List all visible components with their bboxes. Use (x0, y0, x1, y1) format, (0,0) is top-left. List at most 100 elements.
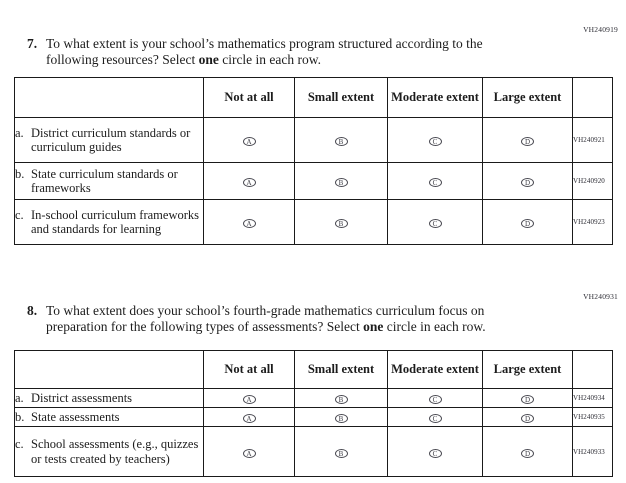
answer-cell: D (482, 199, 573, 245)
row-accession-code: VH240934 (572, 388, 613, 408)
answer-bubble-b[interactable]: B (334, 395, 348, 404)
empty-header-cell (572, 350, 613, 389)
row-label: School assessments (e.g., quizzes or tes… (31, 437, 199, 466)
answer-bubble-c[interactable]: C (428, 219, 442, 228)
answer-cell: B (294, 388, 388, 408)
question-8-response-table: Not at all Small extent Moderate extent … (14, 350, 613, 477)
row-letter: a. (15, 390, 24, 405)
answer-bubble-a[interactable]: A (242, 178, 256, 187)
empty-header-cell (14, 350, 204, 389)
table-row: a. District assessments A B C D VH240934 (14, 388, 613, 408)
answer-cell: D (482, 388, 573, 408)
row-label-cell: b. State curriculum standards or framewo… (14, 162, 204, 200)
answer-cell: A (203, 426, 295, 477)
answer-bubble-d[interactable]: D (521, 178, 534, 187)
answer-cell: C (387, 199, 483, 245)
answer-cell: A (203, 388, 295, 408)
answer-bubble-c[interactable]: C (428, 414, 442, 423)
answer-cell: B (294, 199, 388, 245)
answer-bubble-a[interactable]: A (242, 395, 256, 404)
answer-bubble-c[interactable]: C (428, 448, 442, 458)
answer-bubble-b[interactable]: B (334, 137, 348, 146)
answer-bubble-d[interactable]: D (521, 395, 534, 404)
column-header-large-extent: Large extent (482, 77, 573, 118)
column-header-moderate-extent: Moderate extent (387, 350, 483, 389)
row-accession-code: VH240920 (572, 162, 613, 200)
question-7-bold-word: one (198, 52, 219, 68)
answer-cell: B (294, 426, 388, 477)
answer-bubble-a[interactable]: A (242, 137, 256, 146)
answer-cell: C (387, 426, 483, 477)
answer-cell: A (203, 407, 295, 427)
question-7-text-part2: circle in each row. (218, 52, 322, 68)
row-accession-code: VH240923 (572, 199, 613, 245)
row-label-cell: c. School assessments (e.g., quizzes or … (14, 426, 204, 477)
answer-bubble-a[interactable]: A (242, 414, 256, 423)
answer-cell: B (294, 162, 388, 200)
answer-bubble-a[interactable]: A (242, 219, 256, 228)
question-8-text-part1: To what extent does your school’s fourth… (46, 303, 485, 335)
answer-bubble-b[interactable]: B (334, 414, 348, 423)
answer-cell: A (203, 199, 295, 245)
answer-bubble-b[interactable]: B (334, 448, 348, 458)
answer-cell: A (203, 162, 295, 200)
answer-bubble-d[interactable]: D (521, 137, 534, 146)
answer-cell: C (387, 407, 483, 427)
answer-cell: B (294, 407, 388, 427)
column-header-not-at-all: Not at all (203, 350, 295, 389)
answer-cell: C (387, 162, 483, 200)
row-label-cell: a. District curriculum standards or curr… (14, 117, 204, 163)
row-letter: b. (15, 409, 25, 424)
question-8-bold-word: one (363, 319, 384, 335)
answer-cell: D (482, 117, 573, 163)
question-7-accession-code: VH240919 (583, 25, 618, 34)
answer-bubble-d[interactable]: D (521, 448, 534, 458)
row-letter: c. (15, 207, 24, 222)
table-row: c. In-school curriculum frameworks and s… (14, 199, 613, 245)
row-label: State assessments (31, 409, 120, 424)
row-label-cell: c. In-school curriculum frameworks and s… (14, 199, 204, 245)
question-8-text: To what extent does your school’s fourth… (46, 303, 524, 336)
column-header-large-extent: Large extent (482, 350, 573, 389)
question-7-stem: 7. To what extent is your school’s mathe… (27, 36, 524, 69)
row-label: District assessments (31, 390, 133, 405)
answer-cell: A (203, 117, 295, 163)
row-letter: c. (15, 437, 24, 452)
answer-cell: B (294, 117, 388, 163)
answer-cell: C (387, 117, 483, 163)
answer-bubble-c[interactable]: C (428, 137, 442, 146)
answer-bubble-b[interactable]: B (334, 178, 348, 187)
empty-header-cell (572, 77, 613, 118)
answer-bubble-a[interactable]: A (242, 448, 256, 458)
row-label: State curriculum standards or frameworks (31, 166, 178, 195)
answer-bubble-c[interactable]: C (428, 178, 442, 187)
table-row: a. District curriculum standards or curr… (14, 117, 613, 163)
question-8-accession-code: VH240931 (583, 292, 618, 301)
answer-bubble-b[interactable]: B (334, 219, 348, 228)
empty-header-cell (14, 77, 204, 118)
table-header-row: Not at all Small extent Moderate extent … (14, 77, 613, 118)
row-label-cell: b. State assessments (14, 407, 204, 427)
question-8-number: 8. (27, 303, 38, 318)
answer-bubble-d[interactable]: D (521, 414, 534, 423)
answer-bubble-d[interactable]: D (521, 219, 534, 228)
table-row: b. State curriculum standards or framewo… (14, 162, 613, 200)
answer-cell: C (387, 388, 483, 408)
row-accession-code: VH240935 (572, 407, 613, 427)
row-label: District curriculum standards or curricu… (31, 125, 191, 154)
row-accession-code: VH240933 (572, 426, 613, 477)
question-8-stem: 8. To what extent does your school’s fou… (27, 303, 524, 336)
answer-bubble-c[interactable]: C (428, 395, 442, 404)
row-letter: b. (15, 166, 25, 181)
answer-cell: D (482, 426, 573, 477)
column-header-moderate-extent: Moderate extent (387, 77, 483, 118)
table-header-row: Not at all Small extent Moderate extent … (14, 350, 613, 389)
question-7-text: To what extent is your school’s mathemat… (46, 36, 524, 69)
question-8-text-part2: circle in each row. (383, 319, 486, 335)
answer-cell: D (482, 407, 573, 427)
row-label-cell: a. District assessments (14, 388, 204, 408)
column-header-small-extent: Small extent (294, 350, 388, 389)
question-7-text-part1: To what extent is your school’s mathemat… (46, 36, 483, 68)
table-row: c. School assessments (e.g., quizzes or … (14, 426, 613, 477)
